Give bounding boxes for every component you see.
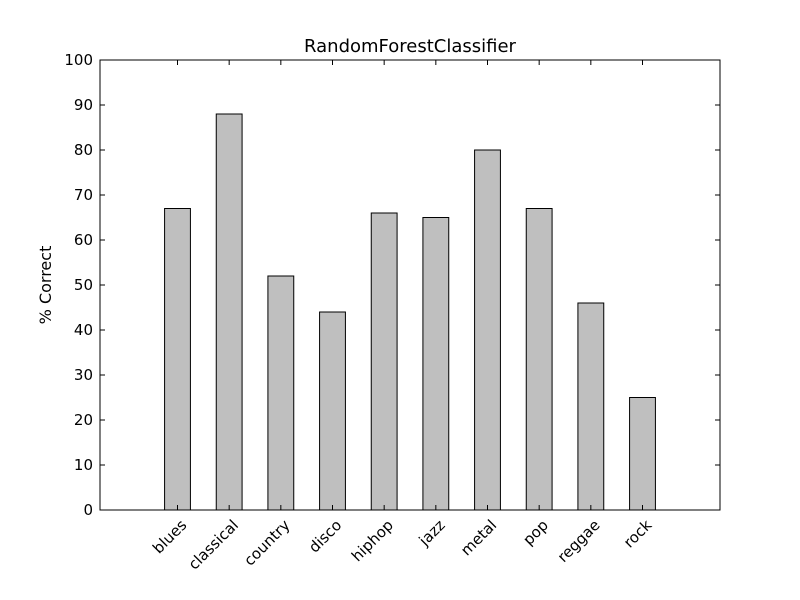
bar-pop (525, 208, 553, 511)
y-tick-label: 90 (74, 96, 93, 114)
x-tick-label-rock: rock (620, 516, 656, 552)
x-tick-label-blues: blues (149, 516, 190, 557)
x-tick-label-classical: classical (185, 516, 242, 573)
y-tick-label: 30 (74, 366, 93, 384)
bar-hiphop (370, 212, 398, 511)
y-tick-label: 50 (74, 276, 93, 294)
y-tick-label: 80 (74, 141, 93, 159)
plot-frame (99, 59, 721, 511)
x-tick-label-hiphop: hiphop (348, 516, 397, 565)
y-tick-label: 0 (83, 501, 93, 519)
bar-jazz (422, 217, 450, 511)
x-tick-label-pop: pop (519, 516, 552, 549)
y-tick-label: 10 (74, 456, 93, 474)
y-tick-label: 60 (74, 231, 93, 249)
bars-group (164, 113, 656, 511)
bar-disco (319, 311, 346, 511)
x-tick-label-metal: metal (457, 516, 500, 559)
bar-reggae (577, 302, 605, 511)
chart-title: RandomForestClassifier (304, 36, 517, 57)
bar-country (267, 275, 295, 511)
bar-blues (164, 208, 191, 511)
x-tick-label-jazz: jazz (415, 516, 449, 550)
y-tick-label: 40 (74, 321, 93, 339)
bar-metal (474, 149, 501, 511)
y-tick-label: 70 (74, 186, 93, 204)
x-tick-label-reggae: reggae (554, 516, 604, 566)
y-axis: 0 10 20 30 40 50 60 70 80 90 100 (64, 51, 720, 519)
bar-classical (215, 113, 243, 511)
x-tick-label-country: country (240, 516, 293, 569)
y-axis-label: % Correct (36, 246, 55, 325)
y-tick-label: 100 (64, 51, 93, 69)
x-tick-label-disco: disco (305, 516, 345, 556)
bar-rock (629, 397, 656, 511)
y-tick-label: 20 (74, 411, 93, 429)
